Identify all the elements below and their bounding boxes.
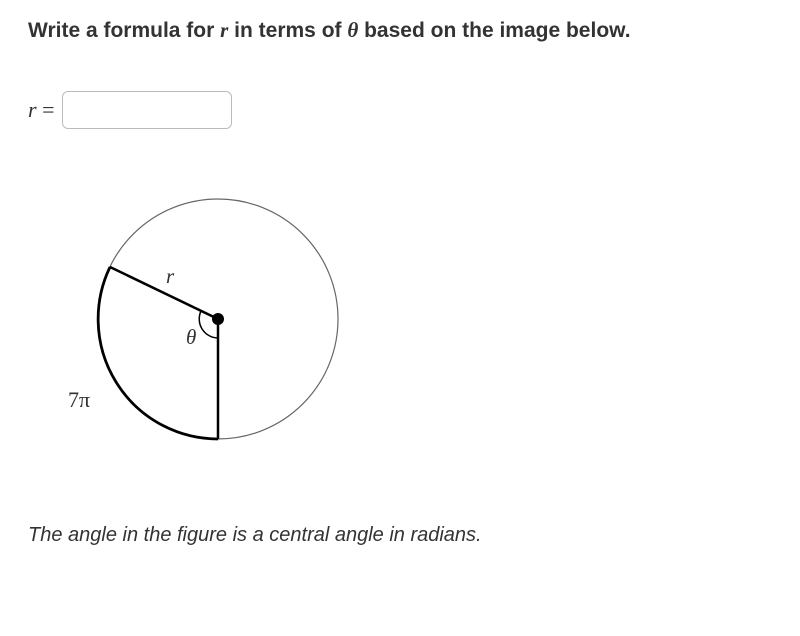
- answer-equals: =: [37, 97, 55, 122]
- answer-row: r =: [28, 91, 772, 129]
- answer-lhs: r =: [28, 97, 54, 123]
- question-text: Write a formula for r in terms of θ base…: [28, 18, 772, 43]
- figure-svg: r θ 7π: [38, 179, 398, 479]
- answer-input[interactable]: [62, 91, 232, 129]
- svg-text:θ: θ: [186, 325, 196, 349]
- question-mid: in terms of: [228, 19, 347, 42]
- svg-text:7π: 7π: [68, 387, 90, 412]
- question-prefix: Write a formula for: [28, 19, 220, 42]
- caption-text: The angle in the figure is a central ang…: [28, 524, 772, 547]
- figure: r θ 7π: [38, 179, 772, 484]
- question-var2: θ: [347, 18, 358, 42]
- answer-lhs-var: r: [28, 97, 37, 122]
- question-suffix: based on the image below.: [358, 19, 630, 42]
- svg-text:r: r: [166, 264, 175, 288]
